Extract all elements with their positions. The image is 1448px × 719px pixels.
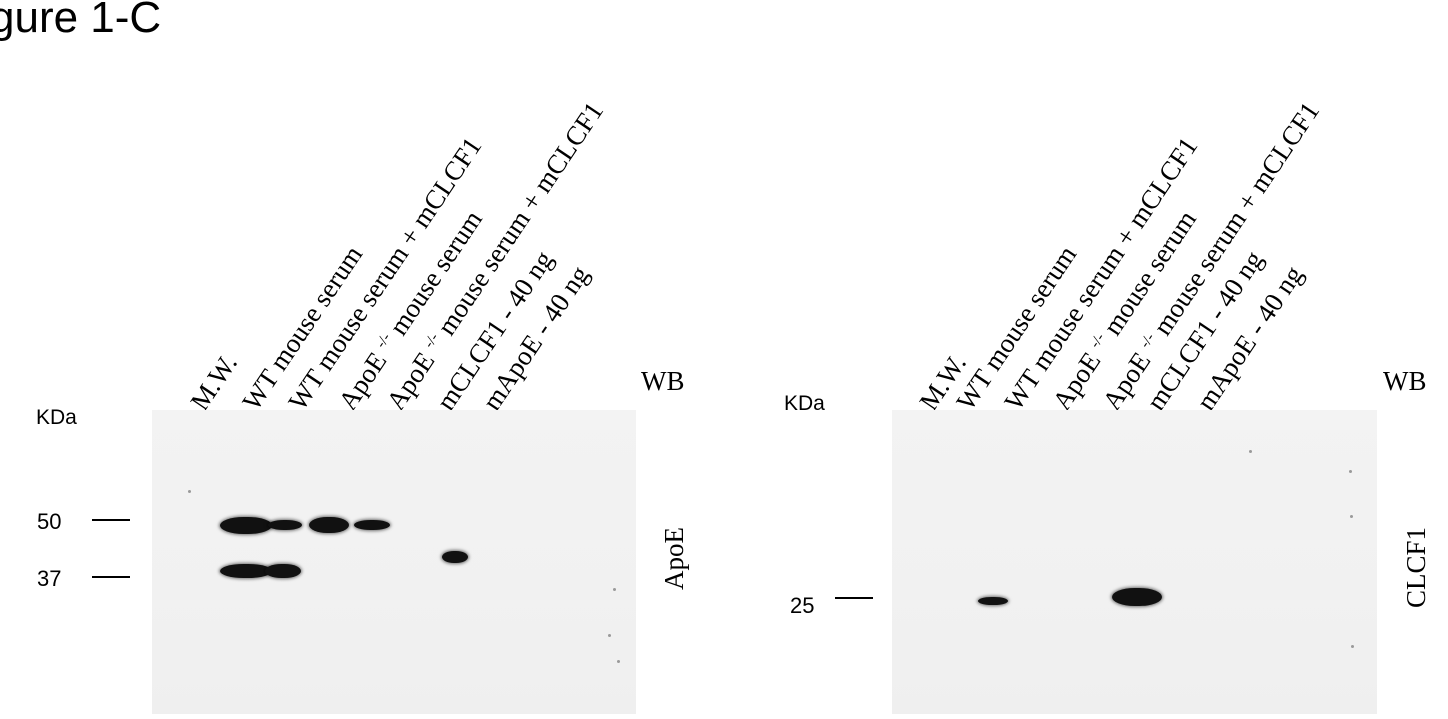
- marker-tick-37: [92, 576, 130, 578]
- speck: [1351, 645, 1354, 648]
- speck: [617, 660, 620, 663]
- marker-tick-50: [92, 519, 130, 521]
- speck: [1350, 515, 1353, 518]
- band: [220, 564, 272, 578]
- band: [265, 564, 301, 578]
- marker-label-50: 50: [37, 509, 62, 534]
- band: [978, 597, 1008, 605]
- band: [442, 551, 468, 563]
- antibody-label-clcf1: CLCF1: [1401, 526, 1431, 608]
- antibody-label-apoe: ApoE: [659, 527, 689, 590]
- lane-label-mw: M.W.: [184, 348, 244, 416]
- band: [1112, 588, 1162, 606]
- band: [268, 520, 302, 530]
- blot-membrane-clcf1: [892, 410, 1377, 714]
- kda-label: KDa: [784, 392, 825, 415]
- lane-text: M.W.: [184, 348, 244, 416]
- speck: [613, 588, 616, 591]
- lane-label-apoe-serum-mclcf1: ApoE -/- mouse serum + mCLCF1: [380, 97, 609, 416]
- band: [354, 520, 390, 530]
- marker-label-25: 25: [790, 593, 815, 618]
- band: [309, 517, 349, 533]
- speck: [188, 490, 191, 493]
- wb-label: WB: [1383, 366, 1427, 396]
- wb-label: WB: [641, 366, 685, 396]
- speck: [1249, 450, 1252, 453]
- speck: [1349, 470, 1352, 473]
- kda-label: KDa: [36, 406, 77, 429]
- marker-label-37: 37: [37, 566, 62, 591]
- figure-title: gure 1-C: [0, 0, 162, 42]
- marker-tick-25: [835, 597, 873, 599]
- blot-membrane-apoe: [152, 410, 636, 714]
- band: [220, 517, 272, 534]
- speck: [608, 634, 611, 637]
